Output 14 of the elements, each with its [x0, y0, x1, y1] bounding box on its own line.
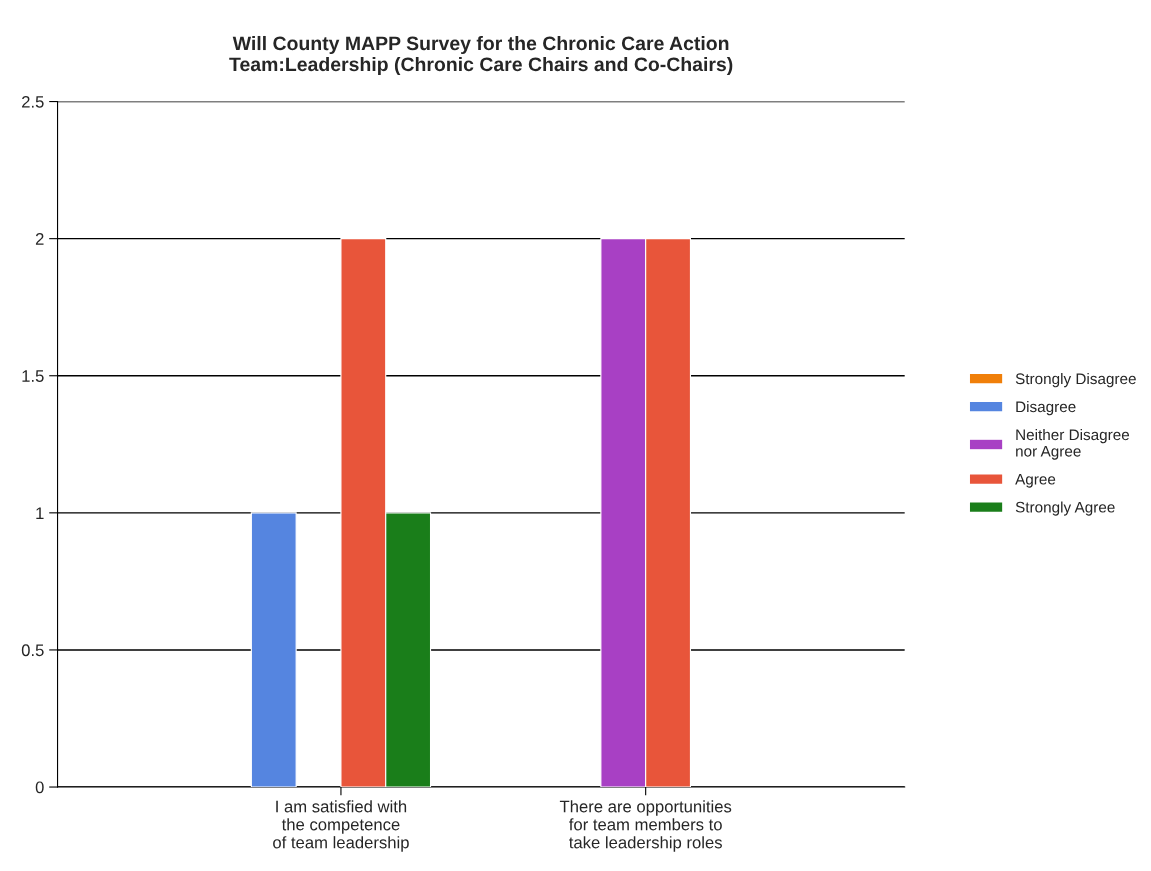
legend-label: Disagree: [1016, 400, 1076, 416]
y-tick-label: 1.5: [22, 370, 44, 382]
x-tick-label: There are opportunities for team members to take leadership roles: [559, 800, 732, 852]
x-tick-label: I am satisfied with the competence of team leadership: [273, 800, 409, 852]
y-tick-label: 0: [35, 781, 44, 794]
legend-label: Strongly Disagree: [1015, 372, 1136, 388]
y-tick-label: 1: [36, 507, 44, 519]
y-tick-label: 0.5: [21, 644, 44, 657]
legend-label: Neither Disagree nor Agree: [1016, 428, 1130, 460]
y-tick-label: 2.5: [22, 95, 44, 108]
legend-label: Agree: [1015, 473, 1056, 488]
y-tick-label: 2: [35, 233, 44, 245]
legend-label: Strongly Agree: [1015, 501, 1115, 516]
chart-title: Will County MAPP Survey for the Chronic Care Action Team:Leadership (Chronic Care Chairs and Co-Chairs): [229, 35, 733, 76]
